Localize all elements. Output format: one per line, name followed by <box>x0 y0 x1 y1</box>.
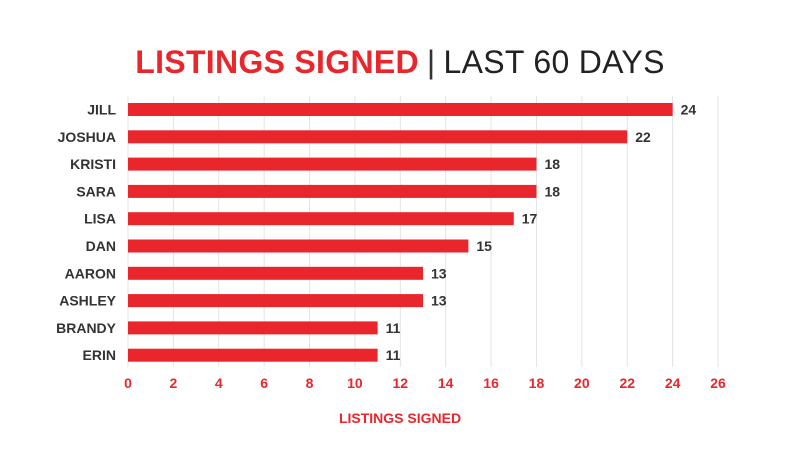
x-tick-label: 0 <box>124 375 132 391</box>
x-tick-label: 12 <box>393 375 409 391</box>
chart-title-separator: | <box>426 44 436 80</box>
x-axis-label: LISTINGS SIGNED <box>339 410 461 426</box>
x-tick-label: 18 <box>529 375 545 391</box>
bar <box>128 130 628 144</box>
value-labels: 24 22 18 18 17 15 13 13 11 11 <box>386 102 697 364</box>
x-tick-label: 26 <box>710 375 726 391</box>
bar <box>128 157 537 171</box>
value-label: 18 <box>544 156 560 172</box>
bars <box>128 103 673 362</box>
x-tick-label: 10 <box>347 375 363 391</box>
value-label: 11 <box>386 347 401 363</box>
chart-title: LISTINGS SIGNED | LAST 60 DAYS <box>0 40 800 84</box>
category-label: ASHLEY <box>59 293 116 309</box>
value-label: 24 <box>681 102 697 118</box>
category-label: LISA <box>84 211 116 227</box>
x-tick-label: 22 <box>619 375 635 391</box>
value-label: 13 <box>431 265 447 281</box>
bar <box>128 103 673 116</box>
value-label: 15 <box>476 238 492 254</box>
bar <box>128 212 514 226</box>
x-tick-label: 14 <box>438 375 454 391</box>
chart-title-main: LISTINGS SIGNED <box>135 44 419 80</box>
category-label: SARA <box>76 183 116 199</box>
value-label: 11 <box>386 320 401 336</box>
value-label: 17 <box>522 211 538 227</box>
category-label: KRISTI <box>70 156 116 172</box>
x-tick-label: 2 <box>169 375 177 391</box>
x-tick-label: 6 <box>260 375 268 391</box>
x-tick-label: 8 <box>306 375 314 391</box>
value-label: 22 <box>635 129 651 145</box>
bar <box>128 348 378 362</box>
value-label: 13 <box>431 293 447 309</box>
x-tick-label: 16 <box>483 375 499 391</box>
x-tick-label: 4 <box>215 375 223 391</box>
category-label: AARON <box>65 265 116 281</box>
chart-title-sub: LAST 60 DAYS <box>443 44 665 80</box>
x-tick-label: 20 <box>574 375 590 391</box>
bar <box>128 184 537 198</box>
bar <box>128 266 423 280</box>
category-label: JILL <box>87 102 116 118</box>
x-tick-label: 24 <box>665 375 681 391</box>
category-label: DAN <box>86 238 116 254</box>
x-tick-labels: 0 2 4 6 8 10 12 14 16 18 20 22 24 26 <box>124 375 726 391</box>
bar <box>128 321 378 335</box>
category-labels: JILL JOSHUA KRISTI SARA LISA DAN AARON ASHLEY BR… <box>56 102 117 364</box>
category-label: JOSHUA <box>58 129 116 145</box>
bar <box>128 294 423 308</box>
category-label: ERIN <box>83 347 116 363</box>
value-label: 18 <box>544 183 560 199</box>
category-label: BRANDY <box>56 320 117 336</box>
bar <box>128 239 469 253</box>
